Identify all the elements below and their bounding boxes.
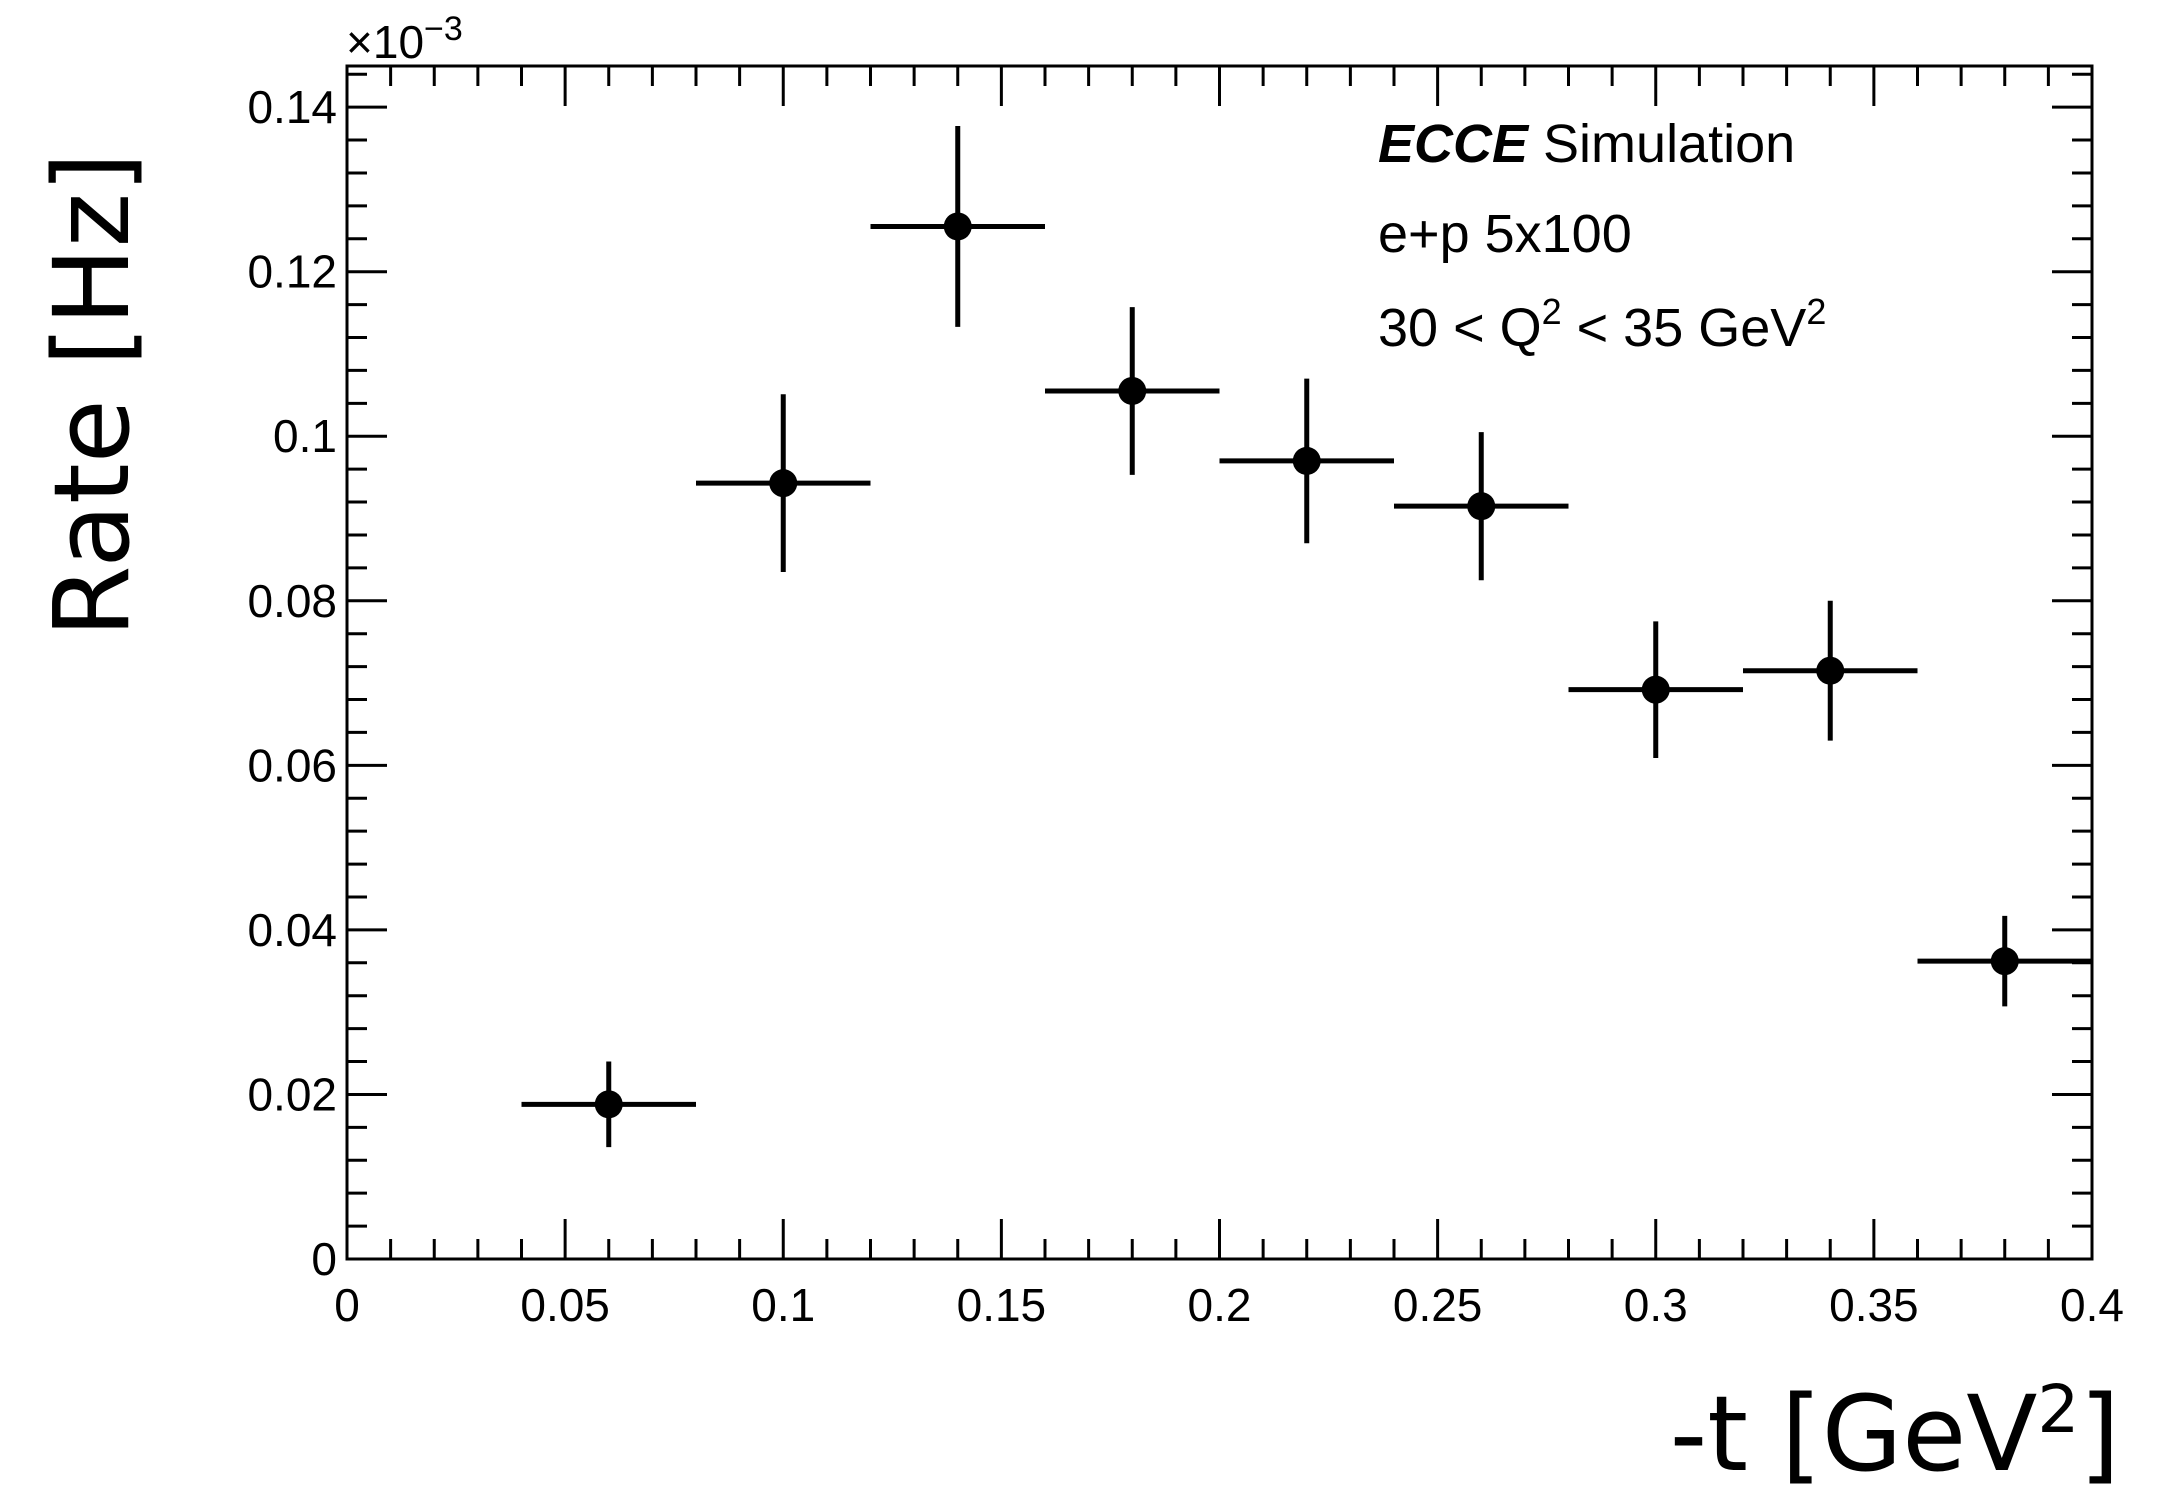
legend-line-3: 30 < Q2 < 35 GeV2: [1378, 291, 1826, 358]
legend: ECCE Simulation e+p 5x100 30 < Q2 < 35 G…: [1378, 114, 1826, 358]
y-tick-labels: 0 0.02 0.04 0.06 0.08 0.1 0.12 0.14: [247, 81, 337, 1285]
x-tick-label: 0.4: [2060, 1279, 2124, 1331]
data-point: [1394, 432, 1569, 581]
marker: [943, 212, 972, 241]
y-tick-label: 0.08: [247, 575, 337, 627]
legend-line-1: ECCE Simulation: [1378, 114, 1795, 174]
axis-ticks: [345, 66, 2094, 1261]
y-tick-label: 0.06: [247, 739, 337, 791]
x-tick-label: 0.35: [1829, 1279, 1919, 1331]
marker: [1292, 446, 1321, 475]
x-tick-label: 0.25: [1393, 1279, 1483, 1331]
data-point: [870, 126, 1045, 327]
y-tick-label: 0.12: [247, 246, 337, 298]
x-tick-label: 0.3: [1624, 1279, 1688, 1331]
x-tick-label: 0.1: [751, 1279, 815, 1331]
marker: [769, 469, 798, 498]
y-multiplier: ×10−3: [346, 10, 463, 68]
marker: [1641, 675, 1670, 704]
data-point: [696, 394, 871, 572]
data-point: [1219, 378, 1394, 544]
y-tick-label: 0.04: [247, 904, 337, 956]
y-tick-label: 0.14: [247, 81, 337, 133]
x-tick-label: 0.2: [1188, 1279, 1252, 1331]
data-point: [1045, 307, 1220, 475]
x-axis-title: -t [GeV2]: [1670, 1371, 2120, 1488]
x-tick-label: 0.05: [520, 1279, 610, 1331]
legend-line-2: e+p 5x100: [1378, 204, 1632, 264]
marker: [1467, 492, 1496, 521]
x-tick-label: 0.15: [957, 1279, 1047, 1331]
marker: [1816, 656, 1845, 685]
marker: [1990, 947, 2019, 976]
x-tick-labels: 0 0.05 0.1 0.15 0.2 0.25 0.3 0.35 0.4: [334, 1279, 2124, 1331]
data-point: [1743, 600, 1918, 741]
marker: [1118, 376, 1147, 405]
y-tick-label: 0.02: [247, 1068, 337, 1120]
data-point: [521, 1061, 696, 1148]
data-point: [1568, 621, 1743, 758]
y-tick-label: 0: [311, 1233, 337, 1285]
data-points: [521, 126, 2092, 1148]
x-tick-label: 0: [334, 1279, 360, 1331]
data-point: [1917, 915, 2092, 1007]
y-tick-label: 0.1: [273, 410, 337, 462]
y-axis-title: Rate [Hz]: [31, 152, 153, 637]
marker: [594, 1090, 623, 1119]
